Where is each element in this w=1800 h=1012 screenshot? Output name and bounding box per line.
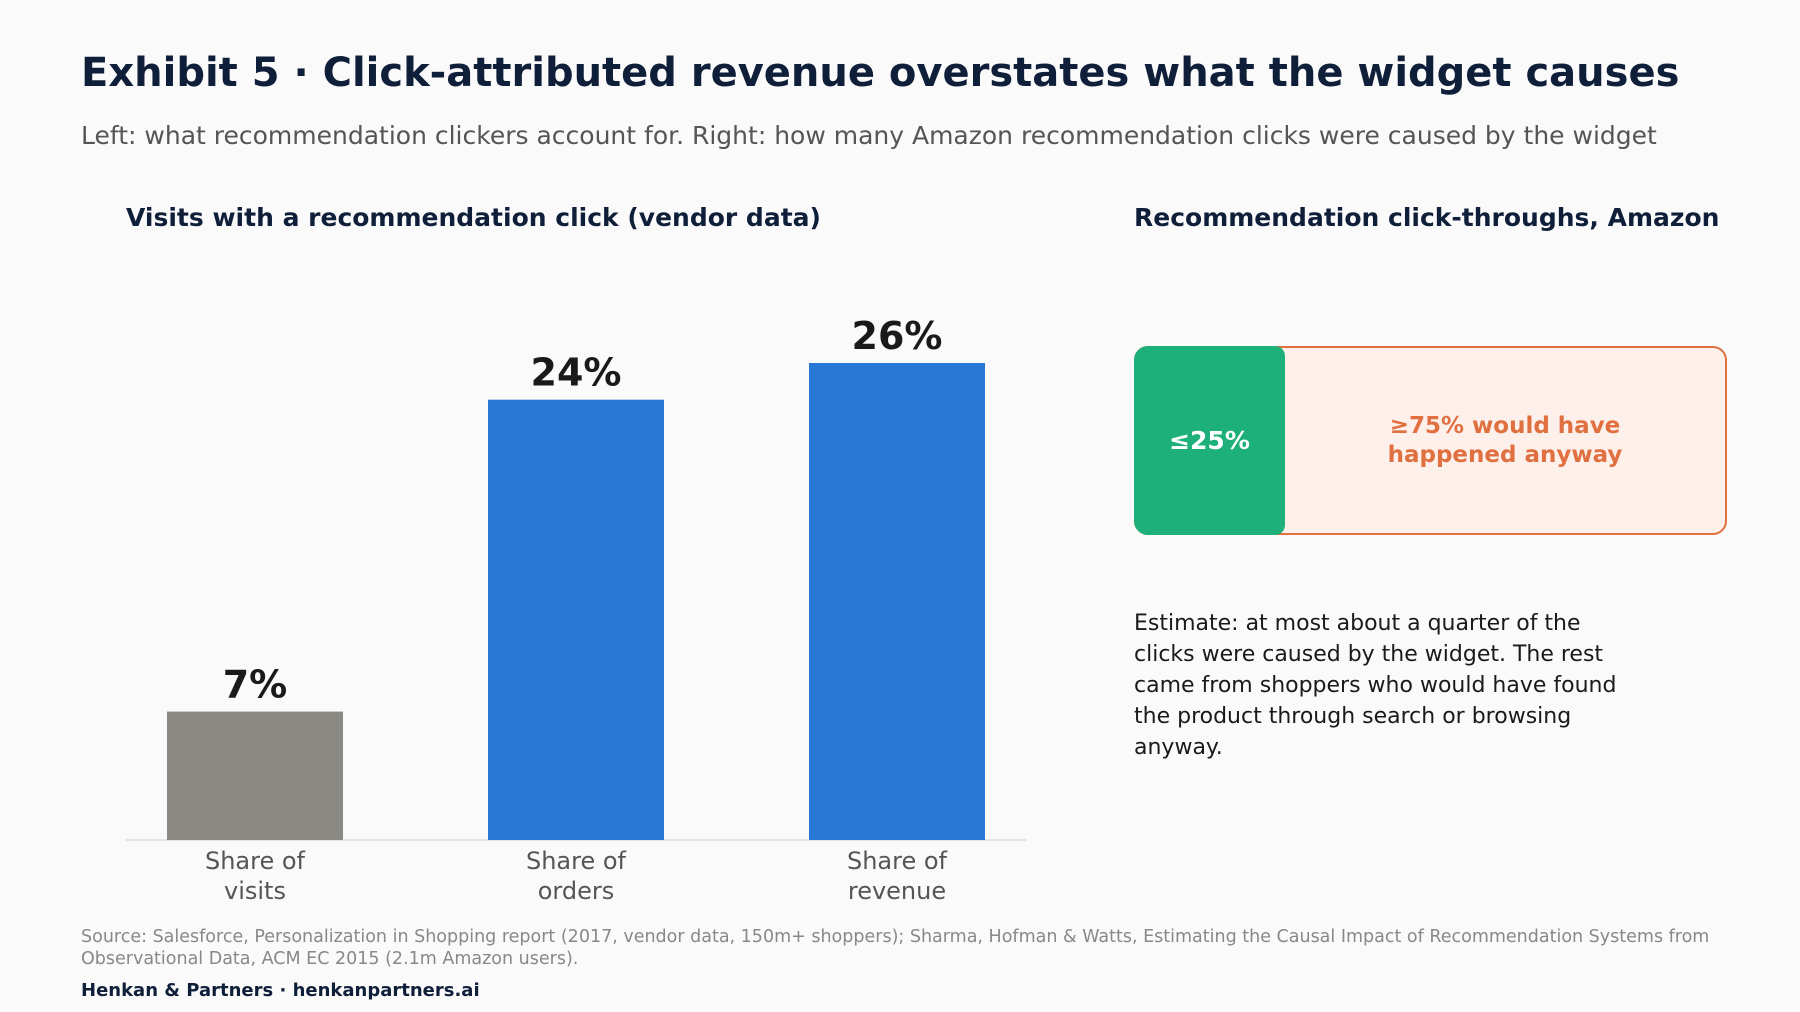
x-tick-label: visits <box>224 877 286 905</box>
x-tick-label: revenue <box>848 877 946 905</box>
causal-share-segment: ≤25% <box>1134 346 1285 535</box>
brand-footer: Henkan & Partners · henkanpartners.ai <box>81 980 480 1001</box>
bar-value-label: 24% <box>531 351 622 395</box>
x-tick-label: Share of <box>847 847 948 875</box>
left-panel-title: Visits with a recommendation click (vend… <box>126 203 821 232</box>
bar-value-label: 7% <box>223 663 288 707</box>
page-subtitle: Left: what recommendation clickers accou… <box>81 121 1657 150</box>
bar <box>167 711 343 840</box>
anyway-share-label: ≥75% would have happened anyway <box>1387 412 1623 468</box>
source-note: Source: Salesforce, Personalization in S… <box>81 927 1710 969</box>
bar <box>809 363 985 840</box>
x-tick-label: Share of <box>205 847 306 875</box>
bar <box>488 399 664 840</box>
x-tick-label: Share of <box>526 847 627 875</box>
estimate-note: Estimate: at most about a quarter of the… <box>1134 611 1617 760</box>
bar-value-label: 26% <box>852 314 943 358</box>
right-panel-title: Recommendation click-throughs, Amazon <box>1134 203 1720 232</box>
x-tick-label: orders <box>538 877 615 905</box>
click-split-bar: ≤25% ≥75% would have happened anyway <box>1134 346 1727 535</box>
anyway-share-segment: ≥75% would have happened anyway <box>1285 348 1725 533</box>
page-title: Exhibit 5 · Click-attributed revenue ove… <box>81 50 1680 96</box>
